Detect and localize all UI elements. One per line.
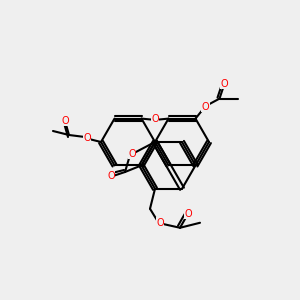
- Text: O: O: [83, 133, 91, 143]
- Text: O: O: [61, 116, 69, 126]
- Text: O: O: [156, 218, 164, 228]
- Text: O: O: [151, 114, 159, 124]
- Text: O: O: [128, 149, 136, 159]
- Text: O: O: [221, 79, 228, 88]
- Text: O: O: [184, 209, 192, 219]
- Text: O: O: [202, 102, 209, 112]
- Text: O: O: [107, 171, 115, 181]
